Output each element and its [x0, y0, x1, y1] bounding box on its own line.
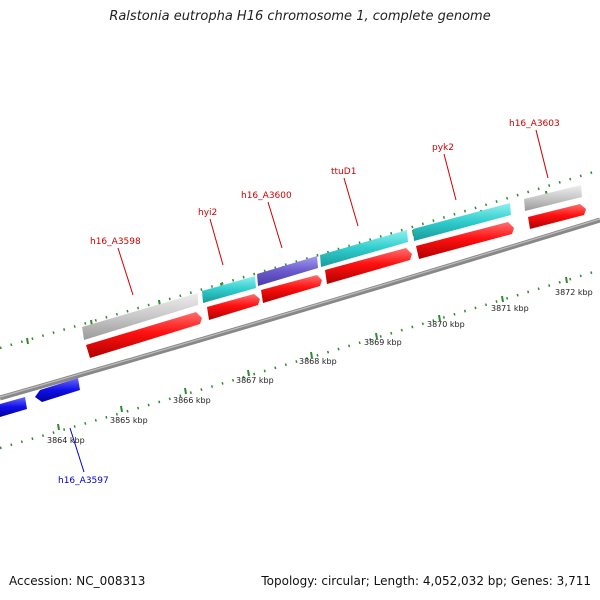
ruler-label-3867: 3867 kbp — [236, 376, 274, 385]
reverse-gene-track — [0, 378, 80, 417]
gene-arrow-h16-a3600[interactable] — [261, 275, 322, 303]
gene-arrow-h16-a3598[interactable] — [86, 312, 202, 358]
feature-ttuD1[interactable] — [320, 230, 408, 267]
gene-label-h16-a3600[interactable]: h16_A3600 — [241, 191, 292, 201]
ruler-label-3865: 3865 kbp — [110, 416, 148, 425]
feature-track — [82, 185, 582, 340]
feature-hyi2[interactable] — [202, 276, 256, 303]
map-title: Ralstonia eutropha H16 chromosome 1, com… — [109, 9, 491, 24]
genome-summary-text: Topology: circular; Length: 4,052,032 bp… — [261, 574, 591, 588]
ruler-labels: 3864 kbp 3865 kbp 3866 kbp 3867 kbp 3868… — [47, 288, 593, 445]
ruler-tick-track — [0, 268, 600, 450]
feature-h16-a3603[interactable] — [524, 185, 582, 211]
gene-arrow-h16-a3597[interactable] — [35, 378, 80, 402]
ruler-label-3871: 3871 kbp — [491, 304, 529, 313]
ruler-label-3870: 3870 kbp — [427, 320, 465, 329]
feature-h16-a3598[interactable] — [82, 293, 198, 340]
ruler-major-ticks — [57, 276, 568, 431]
gene-arrow-ttuD1[interactable] — [325, 248, 412, 284]
gene-label-h16-a3603[interactable]: h16_A3603 — [509, 119, 560, 129]
gene-arrow-reverse-left[interactable] — [0, 397, 27, 417]
label-leaders — [69, 129, 549, 473]
feature-h16-a3600[interactable] — [257, 256, 318, 286]
gene-label-hyi2[interactable]: hyi2 — [198, 208, 217, 218]
ruler-label-3866: 3866 kbp — [173, 396, 211, 405]
gene-label-ttuD1[interactable]: ttuD1 — [331, 167, 356, 177]
accession-text: Accession: NC_008313 — [9, 574, 146, 588]
gene-label-h16-a3597[interactable]: h16_A3597 — [58, 476, 109, 486]
gene-arrow-hyi2[interactable] — [207, 294, 260, 320]
forward-gene-track — [86, 204, 586, 358]
ruler-label-3869: 3869 kbp — [364, 338, 402, 347]
gene-arrow-pyk2[interactable] — [416, 222, 514, 259]
gene-label-pyk2[interactable]: pyk2 — [432, 143, 454, 153]
gene-arrow-h16-a3603[interactable] — [528, 204, 586, 229]
feature-pyk2[interactable] — [413, 203, 511, 241]
forward-tick-track — [0, 168, 600, 350]
gene-label-h16-a3598[interactable]: h16_A3598 — [90, 237, 141, 247]
gene-labels: h16_A3598 hyi2 h16_A3600 ttuD1 pyk2 h16_… — [58, 119, 560, 486]
ruler-label-3864: 3864 kbp — [47, 436, 85, 445]
genome-axis — [0, 217, 600, 401]
ruler-label-3872: 3872 kbp — [555, 288, 593, 297]
ruler-label-3868: 3868 kbp — [299, 357, 337, 366]
